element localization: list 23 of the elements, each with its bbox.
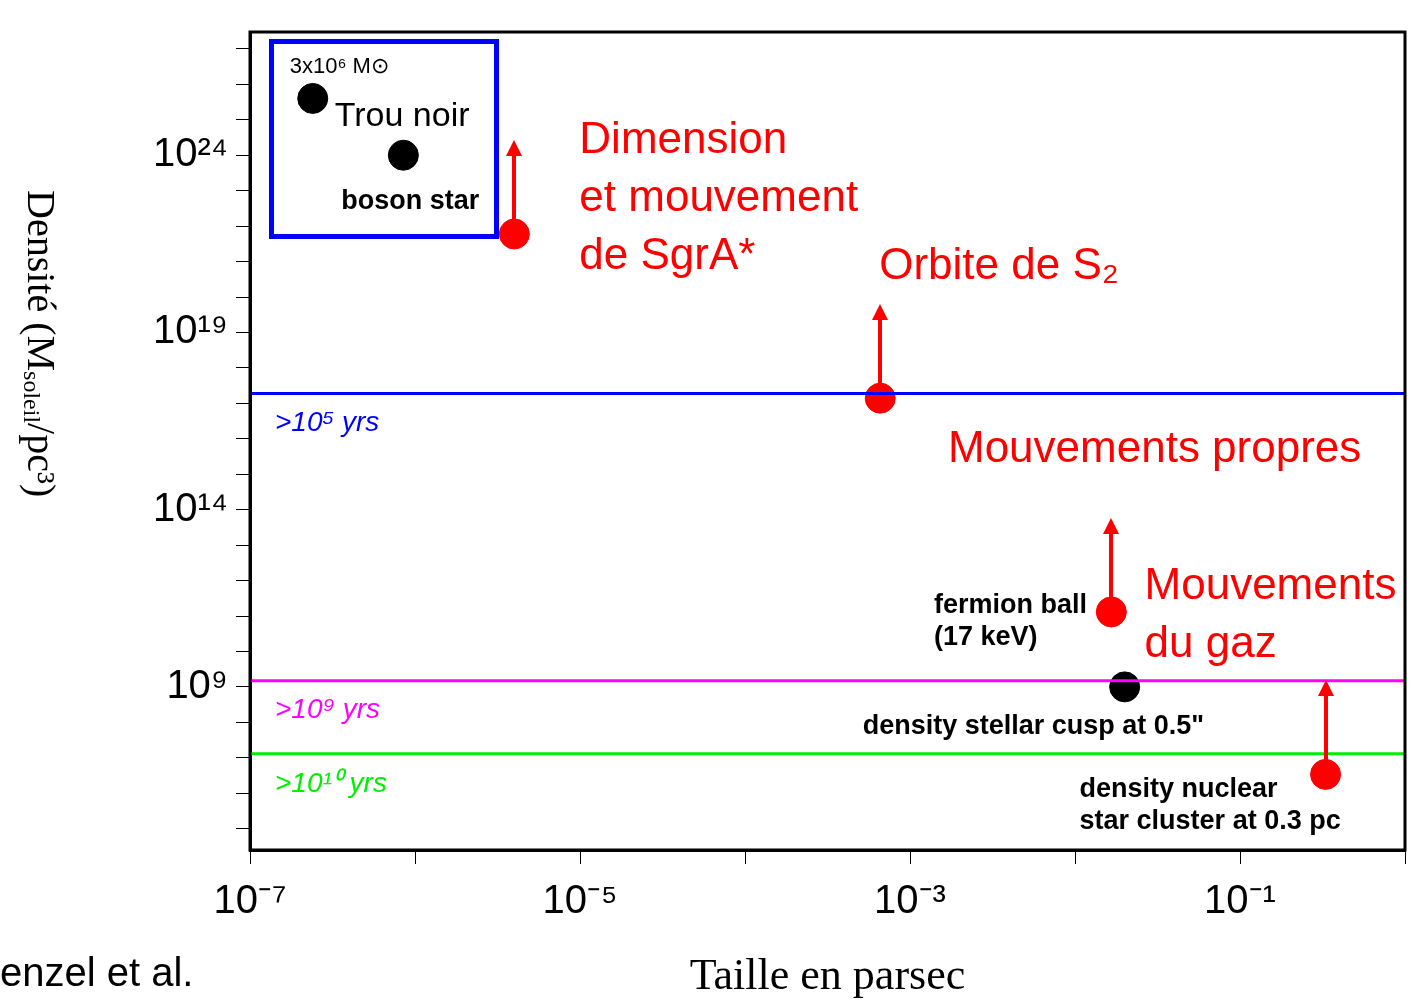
annotation: Trou noir	[334, 94, 470, 133]
y-tick-label: 10²⁴	[153, 130, 228, 175]
annotation: density stellar cusp at 0.5"	[862, 710, 1205, 741]
y-tick-label: 10⁹	[166, 661, 228, 706]
y-tick-label: 10¹⁹	[153, 307, 228, 352]
annotation: Mouvements du gaz	[1144, 558, 1397, 666]
x-tick-label: 10⁻⁵	[542, 877, 618, 922]
x-tick-label: 10⁻⁷	[213, 877, 287, 922]
annotation: boson star	[341, 184, 480, 215]
y-tick-label: 10¹⁴	[153, 484, 228, 529]
text: enzel et al.	[0, 950, 194, 995]
ref-line-label: >10⁹ yrs	[275, 693, 381, 725]
annotation: density nuclear star cluster at 0.3 pc	[1079, 772, 1341, 835]
annotation: Mouvements propres	[948, 422, 1362, 472]
annotation: fermion ball (17 keV)	[934, 589, 1088, 652]
annotation: Dimension et mouvement de SgrA*	[579, 113, 859, 279]
annotation: 3x10⁶ M⊙	[289, 52, 389, 78]
x-tick-label: 10⁻³	[874, 877, 946, 922]
annotation: Orbite de S₂	[879, 239, 1119, 289]
ref-line-label: >10¹⁰ yrs	[275, 766, 387, 798]
ref-line-label: >10⁵ yrs	[275, 406, 380, 438]
x-tick-label: 10⁻¹	[1204, 877, 1276, 922]
x-axis-title: Taille en parsec	[689, 950, 966, 1000]
